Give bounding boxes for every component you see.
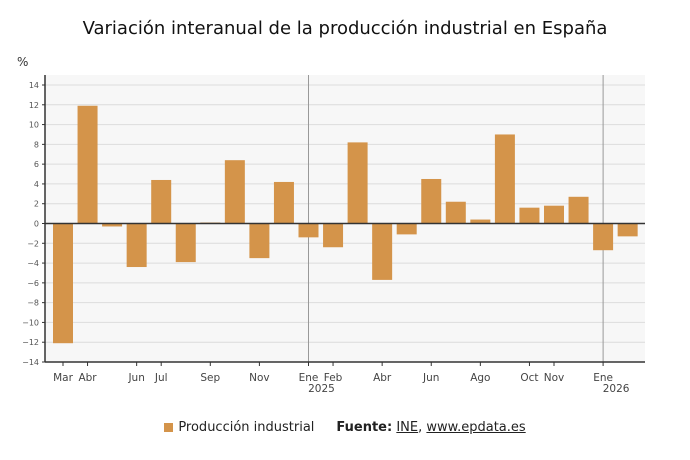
legend: Producción industrial Fuente: INE, www.e…: [0, 420, 690, 435]
bar: [445, 201, 466, 224]
bar: [77, 105, 98, 224]
bar: [568, 196, 589, 224]
x-tick-label: Jul: [154, 372, 168, 384]
bar: [224, 160, 245, 224]
x-tick-label: Ene: [593, 372, 613, 384]
legend-label[interactable]: Producción industrial: [178, 420, 315, 435]
source-prefix: Fuente:: [336, 420, 393, 435]
source: Fuente: INE, www.epdata.es: [336, 420, 525, 435]
x-tick-label: Ago: [470, 372, 490, 384]
y-tick-label: −14: [22, 358, 39, 367]
y-tick-label: 8: [34, 140, 39, 149]
bar-chart: 14 12 10 8 6 4 2 0 −2 −4 −6 −8 −10 −12 −14 2025 2026 Mar A…: [22, 75, 645, 395]
x-tick-label: Nov: [249, 372, 270, 384]
y-tick-label: 2: [34, 200, 39, 209]
bar: [53, 223, 73, 344]
bar: [298, 223, 319, 238]
legend-swatch: [164, 423, 174, 432]
x-tick-label: Mar: [53, 372, 73, 384]
y-tick-label: 10: [29, 121, 39, 130]
y-tick-label: 12: [29, 101, 39, 110]
x-tick-label: Ene: [299, 372, 319, 384]
source-link-ine[interactable]: INE: [396, 420, 419, 435]
y-tick-label: 14: [29, 81, 39, 90]
bar: [175, 223, 196, 263]
bar: [249, 223, 270, 259]
source-separator: ,: [418, 420, 423, 435]
y-tick-label: −10: [22, 318, 39, 327]
x-tick-label: Feb: [324, 372, 343, 384]
x-tick-label: Oct: [520, 372, 538, 384]
y-tick-label: 4: [34, 180, 39, 189]
bar: [323, 223, 344, 248]
bar: [273, 181, 294, 224]
x-tick-label: Abr: [78, 372, 97, 384]
x-year-label: 2025: [308, 383, 335, 395]
x-tick-label: Nov: [544, 372, 565, 384]
bar: [102, 223, 123, 227]
y-tick-label: 0: [34, 220, 39, 229]
x-tick-label: Jun: [127, 372, 144, 384]
y-tick-label: −2: [27, 239, 39, 248]
x-year-label: 2026: [603, 383, 630, 395]
bar: [544, 205, 564, 224]
bar: [421, 178, 442, 224]
bar: [372, 223, 393, 280]
x-tick-label: Abr: [373, 372, 392, 384]
x-tick-label: Jun: [422, 372, 439, 384]
bar: [470, 219, 491, 224]
bar: [347, 142, 368, 224]
bar: [396, 223, 417, 235]
bar: [593, 223, 614, 251]
bar: [126, 223, 147, 268]
bar: [617, 223, 638, 237]
y-tick-label: −12: [22, 338, 39, 347]
source-link-epdata[interactable]: www.epdata.es: [426, 420, 526, 435]
bar: [519, 207, 540, 224]
chart-title: Variación interanual de la producción in…: [82, 18, 608, 39]
bar: [494, 134, 515, 224]
y-tick-label: −8: [27, 299, 39, 308]
bar: [151, 179, 172, 224]
y-tick-label: 6: [34, 160, 39, 169]
y-tick-label: −4: [27, 259, 39, 268]
x-tick-label: Sep: [200, 372, 220, 384]
y-axis-unit: %: [17, 55, 29, 69]
y-tick-label: −6: [27, 279, 39, 288]
